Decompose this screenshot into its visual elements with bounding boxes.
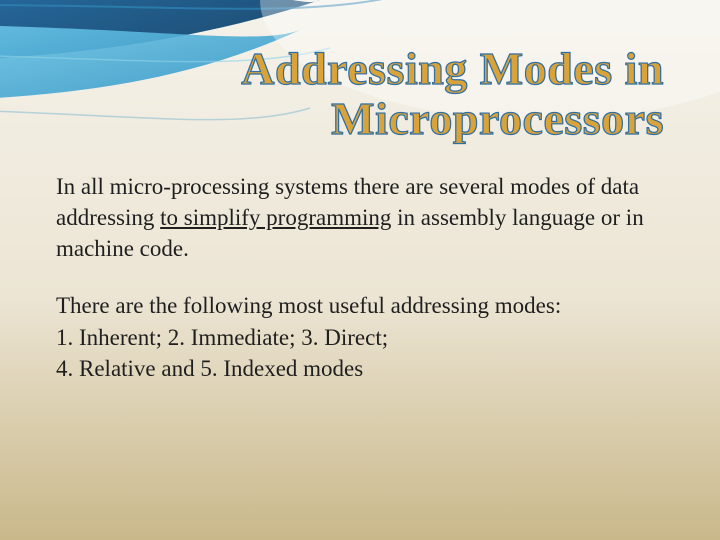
title-line-1: Addressing Modes in xyxy=(241,43,664,94)
slide-content: Addressing Modes in Microprocessors In a… xyxy=(56,44,664,384)
slide: Addressing Modes in Microprocessors In a… xyxy=(0,0,720,540)
para1-underlined: to simplify programming xyxy=(160,205,391,230)
paragraph-intro: In all micro-processing systems there ar… xyxy=(56,171,664,264)
para2-line3: 4. Relative and 5. Indexed modes xyxy=(56,356,363,381)
slide-title: Addressing Modes in Microprocessors xyxy=(56,44,664,143)
paragraph-modes: There are the following most useful addr… xyxy=(56,290,664,383)
para2-line1: There are the following most useful addr… xyxy=(56,293,561,318)
title-line-2: Microprocessors xyxy=(331,93,664,144)
para2-line2: 1. Inherent; 2. Immediate; 3. Direct; xyxy=(56,325,388,350)
